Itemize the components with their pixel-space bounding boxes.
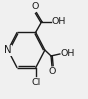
Text: N: N [4,45,12,55]
Text: O: O [32,2,39,11]
Text: OH: OH [60,50,75,59]
Text: O: O [48,67,56,76]
Text: Cl: Cl [31,78,40,87]
Text: OH: OH [52,17,66,26]
